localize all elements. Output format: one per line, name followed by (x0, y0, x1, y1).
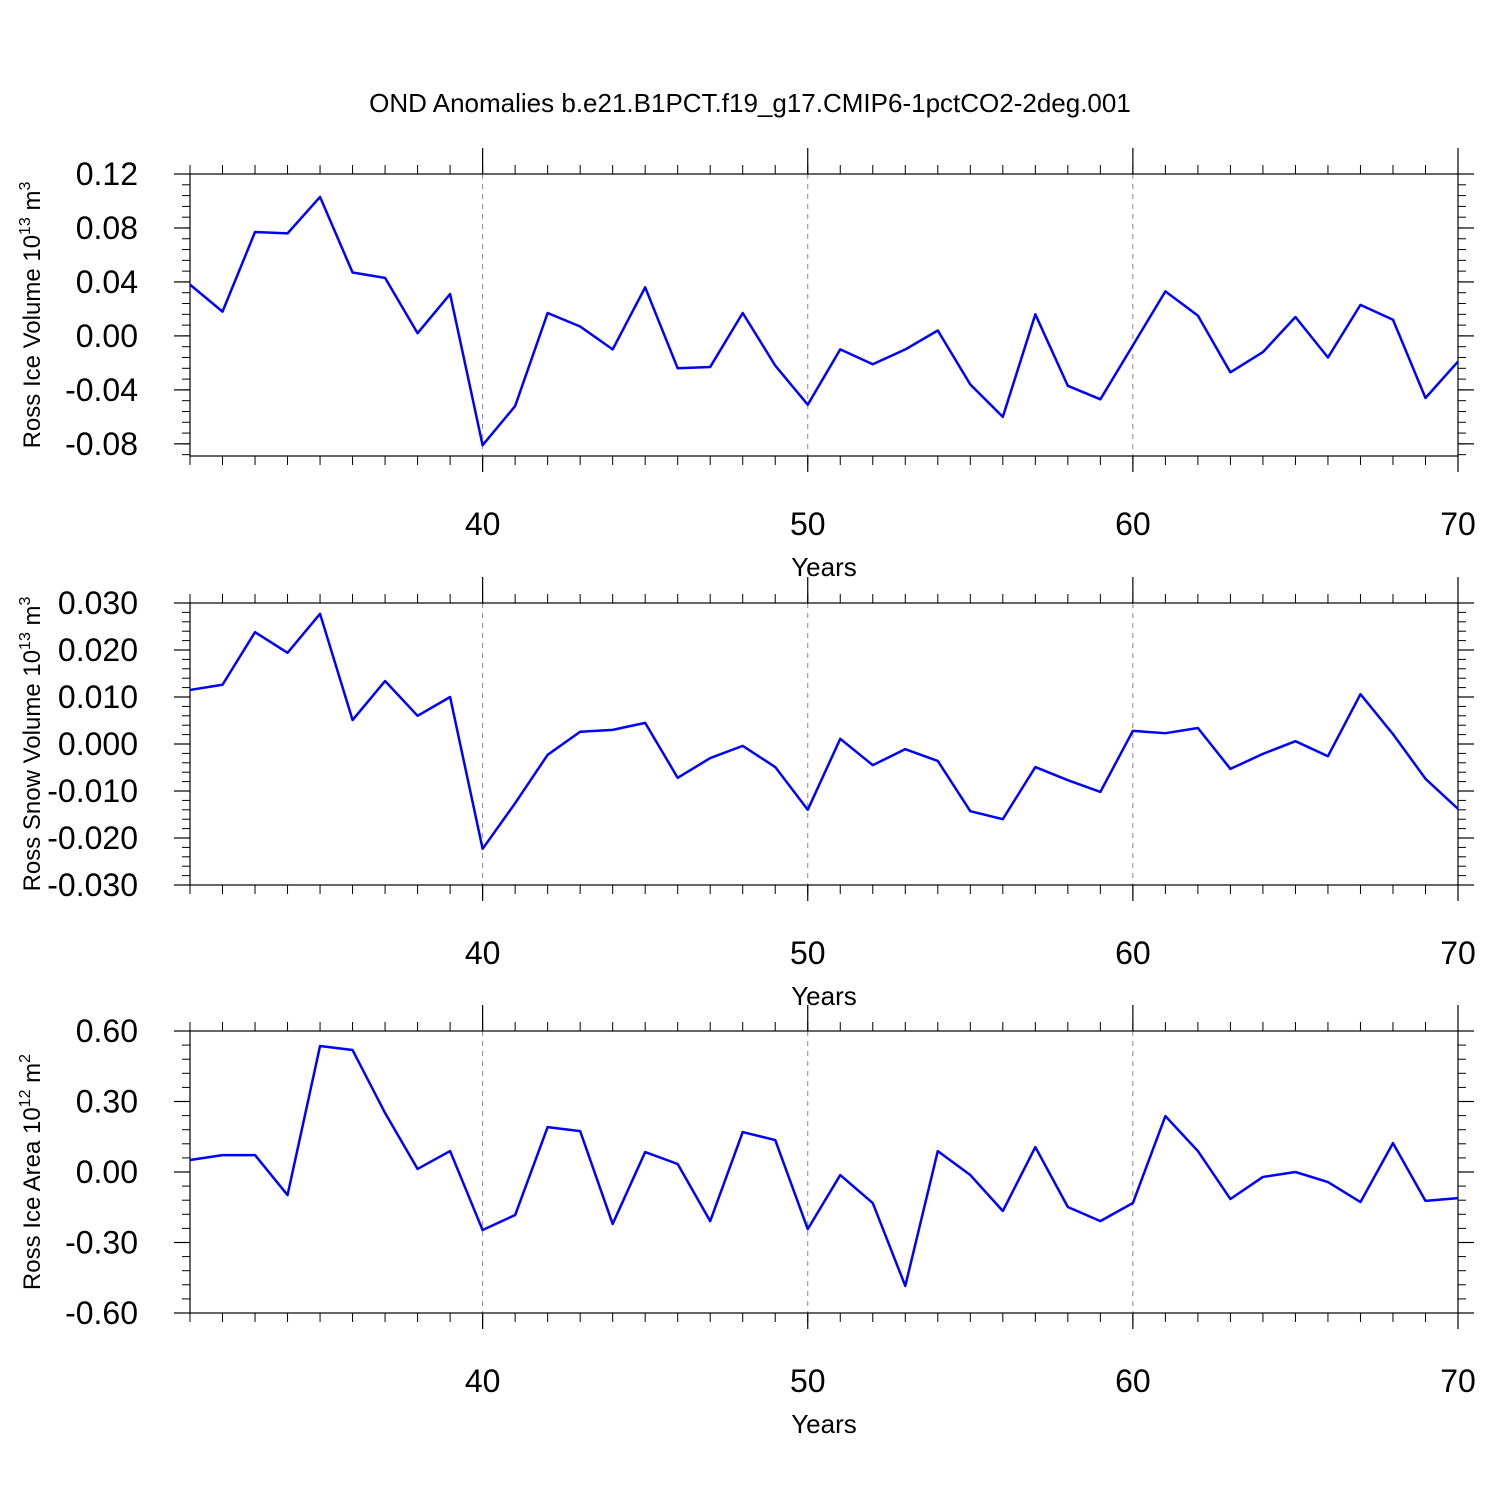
y-axis-label-part: m (19, 605, 46, 632)
y-tick-label: 0.04 (76, 264, 138, 300)
y-tick-label: 0.000 (58, 726, 138, 762)
x-axis-label: Years (791, 1409, 857, 1439)
y-axis-label-part: Ross Ice Area 10 (19, 1107, 46, 1290)
x-tick-label: 50 (790, 506, 826, 542)
x-tick-label: 40 (465, 1363, 501, 1399)
y-tick-label: 0.020 (58, 632, 138, 668)
x-tick-label: 70 (1440, 935, 1476, 971)
y-axis-label: Ross Snow Volume 1013 m3 (17, 596, 46, 891)
x-tick-label: 50 (790, 935, 826, 971)
y-tick-label: -0.030 (47, 867, 138, 903)
y-tick-label: 0.30 (76, 1084, 138, 1120)
y-tick-label: 0.60 (76, 1013, 138, 1049)
data-line (189, 612, 1459, 851)
y-axis-label-part: m (19, 1063, 46, 1090)
x-tick-label: 60 (1115, 506, 1151, 542)
x-axis-label: Years (791, 552, 857, 582)
y-axis-label-part: Ross Ice Volume 10 (19, 235, 46, 448)
y-axis-label: Ross Ice Area 1012 m2 (17, 1054, 46, 1290)
y-tick-label: 0.010 (58, 679, 138, 715)
y-tick-label: -0.010 (47, 773, 138, 809)
x-tick-label: 40 (465, 935, 501, 971)
y-axis-label-exponent: 3 (17, 596, 34, 605)
x-tick-label: 60 (1115, 1363, 1151, 1399)
y-tick-label: -0.04 (65, 372, 138, 408)
x-tick-label: 70 (1440, 1363, 1476, 1399)
y-axis-label-part: m (19, 190, 46, 217)
x-tick-label: 40 (465, 506, 501, 542)
y-tick-label: 0.08 (76, 210, 138, 246)
y-axis-label-exponent: 13 (17, 632, 34, 650)
x-axis-label: Years (791, 981, 857, 1011)
data-line (189, 1044, 1459, 1288)
y-tick-label: -0.08 (65, 426, 138, 462)
figure-title: OND Anomalies b.e21.B1PCT.f19_g17.CMIP6-… (369, 88, 1131, 118)
data-line (189, 195, 1459, 447)
plot-frame (189, 1030, 1459, 1314)
y-tick-label: 0.12 (76, 156, 138, 192)
x-tick-label: 60 (1115, 935, 1151, 971)
y-axis-label-exponent: 12 (17, 1089, 34, 1107)
y-axis-label: Ross Ice Volume 1013 m3 (17, 181, 46, 448)
y-axis-label-exponent: 13 (17, 217, 34, 235)
y-tick-label: -0.60 (65, 1295, 138, 1331)
y-tick-label: 0.00 (76, 318, 138, 354)
y-axis-label-exponent: 3 (17, 181, 34, 190)
y-axis-label-part: Ross Snow Volume 10 (19, 650, 46, 891)
y-tick-label: 0.00 (76, 1154, 138, 1190)
y-tick-label: -0.020 (47, 820, 138, 856)
y-axis-label-exponent: 2 (17, 1054, 34, 1063)
x-tick-label: 50 (790, 1363, 826, 1399)
y-tick-label: 0.030 (58, 585, 138, 621)
x-tick-label: 70 (1440, 506, 1476, 542)
y-tick-label: -0.30 (65, 1225, 138, 1261)
plot-frame (189, 602, 1459, 886)
plot-frame (189, 173, 1459, 457)
